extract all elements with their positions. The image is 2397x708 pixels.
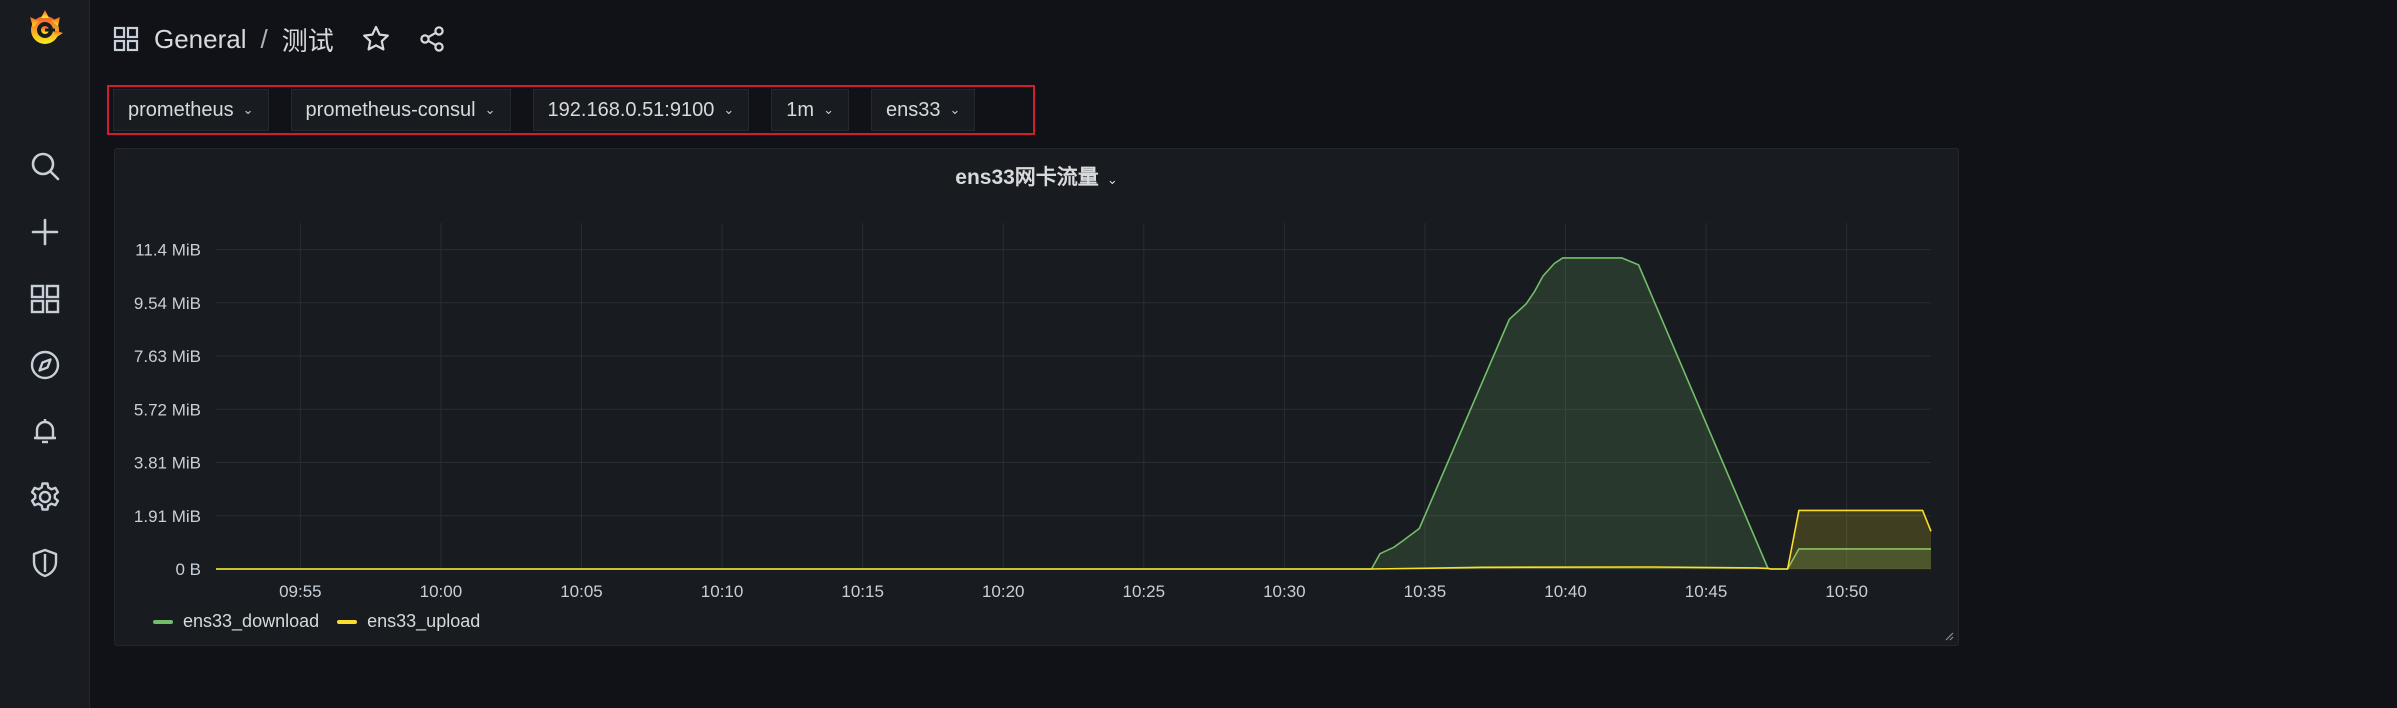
chevron-down-icon: ⌄ [242, 102, 254, 117]
variable-value: prometheus-consul [305, 98, 476, 121]
breadcrumb: General / 测试 [112, 18, 448, 60]
time-series-chart: 0 B 1.91 MiB 3.81 MiB 5.72 MiB 7.63 MiB 9.54 … [134, 223, 1932, 601]
resize-handle-icon[interactable] [1944, 631, 1954, 641]
dashboards-icon[interactable] [26, 280, 64, 318]
breadcrumb-separator: / [260, 23, 268, 54]
x-tick-label: 09:55 [279, 582, 322, 601]
chart-legend: ens33_download ens33_upload [153, 611, 498, 632]
legend-item-download[interactable]: ens33_download [153, 611, 319, 632]
y-tick-label: 11.4 MiB [135, 241, 201, 260]
y-tick-label: 1.91 MiB [134, 507, 201, 526]
search-icon[interactable] [26, 147, 64, 185]
chevron-down-icon: ⌄ [723, 102, 735, 117]
x-tick-label: 10:15 [841, 582, 884, 601]
variable-instance-select[interactable]: 192.168.0.51:9100 ⌄ [532, 89, 750, 131]
x-tick-label: 10:30 [1263, 582, 1306, 601]
y-tick-label: 0 B [175, 560, 201, 579]
share-icon[interactable] [416, 23, 448, 55]
y-tick-label: 7.63 MiB [134, 347, 201, 366]
chevron-down-icon: ⌄ [949, 102, 961, 117]
x-tick-label: 10:40 [1544, 582, 1587, 601]
variable-device-select[interactable]: ens33 ⌄ [870, 89, 976, 131]
x-tick-label: 10:00 [420, 582, 463, 601]
variables-bar: prometheus ⌄ prometheus-consul ⌄ 192.168… [107, 85, 1035, 135]
variable-value: prometheus [128, 98, 234, 121]
graph-panel: 0 B 1.91 MiB 3.81 MiB 5.72 MiB 7.63 MiB 9.54 … [114, 148, 1959, 646]
grafana-logo-icon[interactable] [22, 6, 68, 52]
y-tick-label: 3.81 MiB [134, 454, 201, 473]
x-tick-label: 10:05 [560, 582, 603, 601]
shield-icon[interactable] [26, 544, 64, 582]
variable-job-select[interactable]: prometheus-consul ⌄ [290, 89, 511, 131]
legend-swatch [153, 619, 173, 624]
x-tick-label: 10:25 [1123, 582, 1166, 601]
gear-icon[interactable] [26, 478, 64, 516]
chevron-down-icon: ⌄ [823, 102, 834, 117]
chevron-down-icon: ⌄ [1106, 172, 1118, 187]
variable-value: 192.168.0.51:9100 [547, 98, 715, 121]
chevron-down-icon: ⌄ [484, 102, 496, 117]
variable-interval-select[interactable]: 1m ⌄ [771, 89, 849, 131]
legend-item-upload[interactable]: ens33_upload [337, 611, 480, 632]
x-tick-label: 10:45 [1685, 582, 1728, 601]
y-tick-label: 5.72 MiB [134, 400, 201, 419]
star-icon[interactable] [360, 23, 392, 55]
series-upload-line[interactable] [216, 509, 1932, 570]
variable-datasource-select[interactable]: prometheus ⌄ [113, 89, 269, 131]
variable-value: ens33 [885, 98, 941, 121]
x-tick-label: 10:20 [982, 582, 1025, 601]
compass-icon[interactable] [26, 346, 64, 384]
x-tick-label: 10:10 [701, 582, 744, 601]
variable-value: 1m [786, 98, 815, 121]
legend-label: ens33_upload [367, 611, 481, 631]
x-tick-label: 10:50 [1825, 582, 1868, 601]
legend-swatch [337, 619, 358, 624]
x-tick-label: 10:35 [1404, 582, 1447, 601]
dashboards-icon [113, 26, 139, 52]
plus-icon[interactable] [26, 213, 64, 251]
series-download-area [216, 257, 1931, 569]
breadcrumb-folder[interactable]: General [154, 23, 247, 54]
dashboard-title[interactable]: 测试 [281, 25, 334, 56]
bell-icon[interactable] [26, 412, 64, 450]
legend-label: ens33_download [183, 611, 320, 631]
panel-title[interactable]: ens33网卡流量 ⌄ [115, 161, 1958, 191]
sidebar [0, 0, 90, 708]
y-tick-label: 9.54 MiB [134, 294, 201, 313]
panel-title-text: ens33网卡流量 [955, 166, 1099, 189]
